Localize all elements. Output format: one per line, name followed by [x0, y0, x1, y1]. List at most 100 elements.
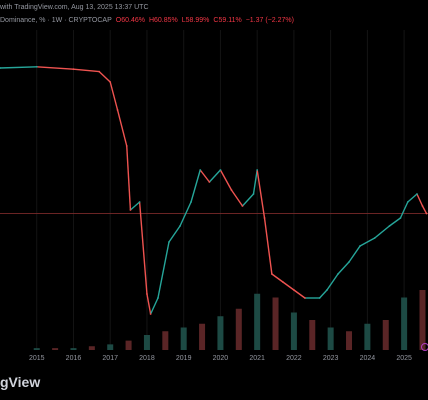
volume-bar-10: [217, 316, 224, 350]
price-point-7: [129, 209, 132, 211]
volume-bar-4: [107, 344, 114, 350]
created-with-text: with TradingView.com, Aug 13, 2025 13:37…: [0, 4, 149, 11]
ohlc-close: C59.11%: [213, 17, 242, 24]
price-point-23: [270, 273, 273, 275]
price-segment-38: [421, 205, 428, 214]
price-segment-5: [109, 81, 119, 111]
price-segment-14: [179, 201, 192, 227]
x-tick-label-2017: 2017: [102, 355, 118, 362]
price-point-38: [425, 212, 428, 215]
chart-header: with TradingView.com, Aug 13, 2025 13:37…: [0, 0, 428, 30]
price-point-8: [138, 201, 141, 203]
price-point-10: [149, 313, 152, 315]
price-point-34: [399, 217, 402, 219]
volume-bar-1: [52, 348, 59, 350]
chart-area[interactable]: [0, 30, 428, 350]
price-point-6: [125, 145, 128, 147]
x-tick-label-2020: 2020: [212, 355, 229, 362]
ohlc-high: H60.85%: [148, 17, 178, 24]
price-point-5: [116, 109, 119, 111]
price-segment-4: [98, 71, 111, 83]
price-point-1: [35, 65, 38, 68]
price-point-30: [348, 261, 350, 263]
price-segment-30: [337, 261, 350, 275]
price-segment-37: [416, 193, 424, 207]
price-segment-18: [219, 169, 233, 191]
price-segment-28: [319, 289, 328, 299]
volume-bar-5: [125, 340, 132, 350]
volume-bar-18: [364, 323, 371, 350]
volume-bar-17: [346, 331, 353, 350]
price-segment-1: [0, 66, 37, 69]
volume-bar-2: [70, 348, 77, 350]
x-tick-label-2022: 2022: [286, 355, 302, 362]
price-segment-9: [138, 201, 148, 295]
volume-bar-0: [33, 348, 40, 350]
price-segment-25: [282, 281, 295, 291]
price-point-13: [179, 225, 181, 227]
price-segment-20: [241, 193, 255, 207]
price-point-11: [157, 297, 159, 299]
price-point-0: [0, 67, 1, 69]
price-segment-12: [157, 241, 170, 299]
compare-indicator-icon[interactable]: [421, 343, 428, 351]
x-tick-label-2023: 2023: [322, 355, 339, 362]
volume-bar-14: [290, 312, 297, 350]
price-segment-29: [326, 273, 339, 291]
price-segment-2: [36, 66, 74, 70]
volume-bar-7: [162, 331, 169, 350]
ohlc-open: O60.46%: [115, 17, 145, 24]
price-segment-32: [359, 237, 376, 247]
price-segment-16: [199, 169, 210, 183]
price-point-12: [168, 241, 170, 243]
price-segment-13: [168, 225, 181, 243]
volume-bar-20: [401, 297, 408, 350]
price-point-15: [199, 169, 202, 171]
price-segment-33: [374, 225, 390, 239]
volume-bar-13: [272, 297, 279, 350]
price-segment-6: [116, 109, 128, 147]
price-segment-19: [230, 189, 244, 207]
price-point-25: [293, 289, 295, 291]
price-point-3: [98, 70, 101, 73]
price-segment-23: [263, 217, 273, 275]
price-segment-15: [190, 169, 201, 203]
price-point-19: [241, 205, 244, 207]
price-point-17: [219, 169, 222, 171]
price-point-2: [72, 68, 75, 71]
footer: gView: [0, 370, 428, 400]
price-point-20: [252, 193, 255, 195]
price-chart[interactable]: [0, 30, 428, 350]
price-point-36: [416, 193, 418, 195]
volume-bar-9: [199, 323, 206, 350]
price-point-14: [190, 201, 192, 203]
volume-bar-3: [88, 346, 95, 350]
symbol-description[interactable]: Dominance, % · 1W · CRYPTOCAP: [0, 17, 112, 24]
price-segment-34: [389, 217, 401, 227]
price-point-4: [109, 81, 112, 83]
price-segment-7: [126, 145, 132, 211]
price-point-24: [281, 281, 284, 283]
price-point-31: [359, 245, 361, 247]
price-point-27: [318, 297, 321, 299]
price-point-28: [326, 289, 328, 291]
price-point-22: [263, 217, 266, 219]
x-tick-label-2025: 2025: [396, 355, 412, 362]
price-segment-35: [399, 201, 409, 219]
ohlc-low: L58.99%: [181, 17, 210, 24]
volume-bar-15: [309, 320, 316, 350]
price-point-33: [388, 225, 391, 227]
time-axis[interactable]: 2015 2016 2017 2018 2019 2020 2021 2022 2023 2024…: [0, 355, 428, 369]
volume-bar-21: [419, 290, 426, 350]
price-point-32: [373, 237, 376, 239]
price-segment-10: [146, 293, 152, 315]
x-tick-label-2024: 2024: [359, 355, 376, 362]
volume-bar-6: [143, 335, 150, 350]
volume-bar-12: [254, 293, 261, 350]
price-point-18: [230, 189, 233, 191]
price-point-21: [256, 169, 259, 171]
price-point-29: [337, 273, 339, 275]
symbol-info-row: Dominance, % · 1W · CRYPTOCAP O60.46% H60.…: [0, 17, 298, 24]
price-point-35: [406, 201, 409, 203]
volume-bar-16: [327, 327, 334, 350]
